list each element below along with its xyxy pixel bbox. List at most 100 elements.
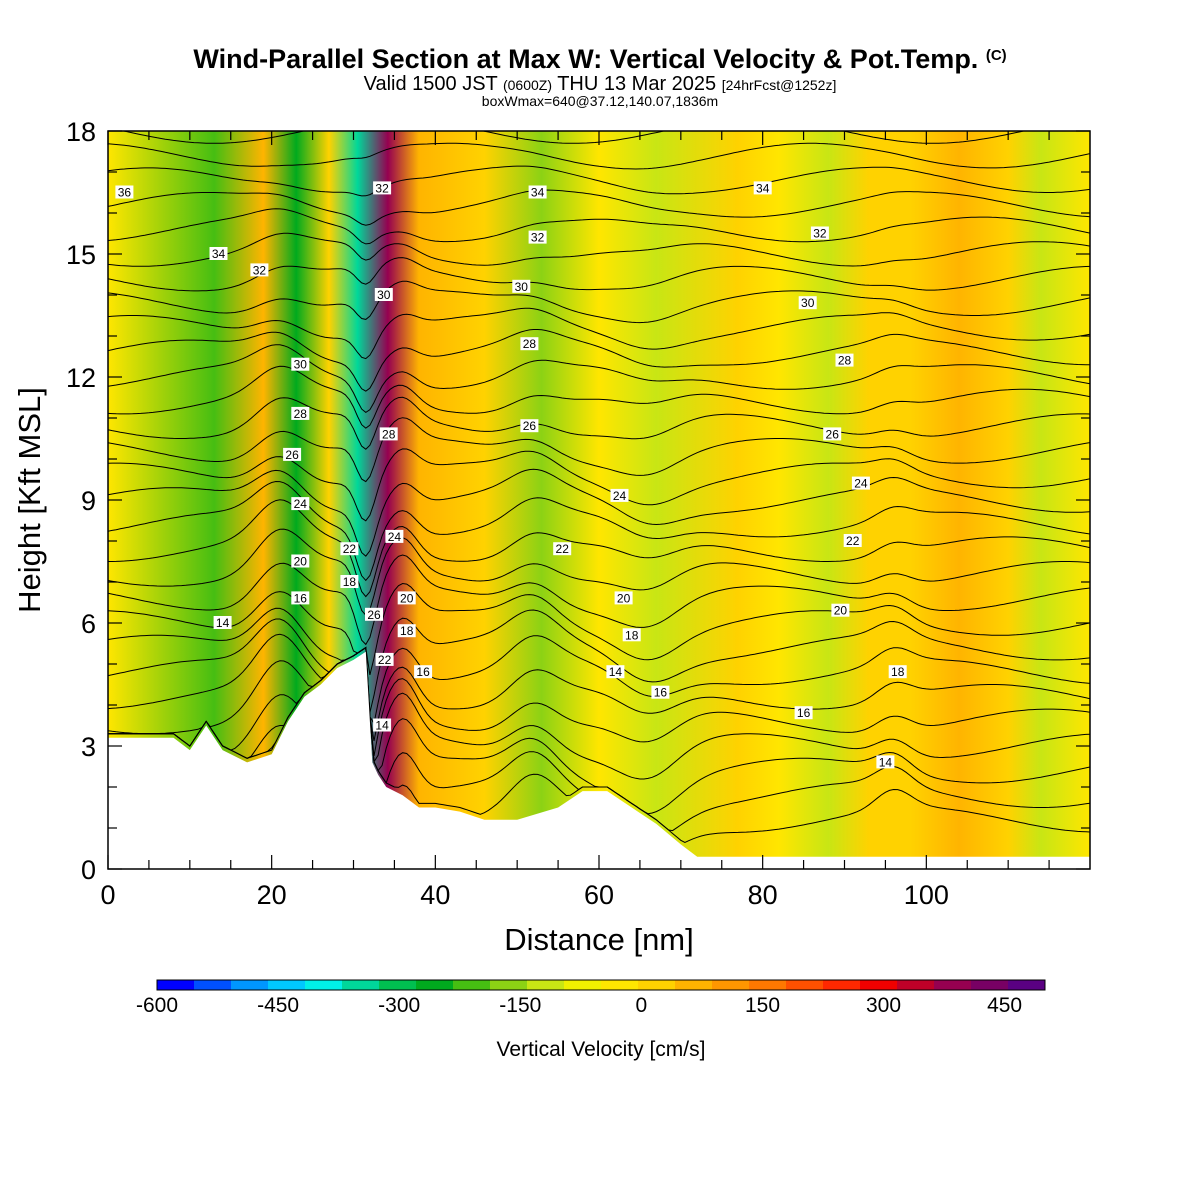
theta-contour-line — [108, 646, 1090, 815]
theta-label-box — [291, 497, 310, 511]
theta-label-text: 28 — [523, 337, 537, 351]
colorbar-tick-label: 300 — [866, 994, 901, 1017]
theta-label-text: 34 — [756, 181, 770, 195]
theta-label: 14 — [213, 616, 232, 630]
colorbar-swatch — [601, 980, 639, 990]
theta-label-box — [340, 575, 359, 588]
theta-label-text: 26 — [367, 608, 381, 622]
colorbar-tick-label: 450 — [987, 994, 1022, 1017]
theta-label: 14 — [373, 718, 392, 733]
theta-label: 16 — [651, 685, 670, 700]
theta-label-box — [209, 247, 228, 260]
theta-label-box — [614, 591, 633, 605]
theta-label-box — [888, 665, 907, 679]
theta-label: 34 — [528, 185, 547, 200]
theta-contour-line — [108, 208, 1090, 245]
theta-label: 28 — [379, 427, 398, 441]
theta-label-text: 36 — [118, 186, 132, 200]
theta-label-text: 22 — [378, 653, 392, 667]
theta-label: 18 — [397, 624, 416, 638]
colorbar-swatch — [194, 980, 232, 990]
theta-label-box — [283, 447, 302, 461]
theta-label-text: 26 — [523, 419, 537, 433]
theta-label: 20 — [831, 603, 850, 618]
theta-contour-line — [108, 344, 1090, 414]
theta-label-text: 24 — [613, 489, 627, 503]
theta-label-text: 24 — [294, 497, 308, 511]
theta-label-box — [553, 542, 572, 556]
colorbar-swatch — [897, 980, 935, 990]
theta-label-box — [291, 591, 310, 605]
colorbar-swatch — [564, 980, 602, 990]
colorbar-swatch — [268, 980, 306, 990]
theta-label-box — [213, 616, 232, 629]
x-tick-label: 80 — [748, 880, 778, 910]
theta-label-text: 18 — [625, 628, 639, 642]
chart-title-main: Wind-Parallel Section at Max W: Vertical… — [193, 44, 979, 74]
theta-label-text: 18 — [343, 575, 357, 589]
theta-label-box — [798, 296, 817, 310]
y-tick-label: 18 — [66, 117, 96, 147]
theta-label-box — [373, 718, 392, 732]
theta-label: 26 — [283, 447, 302, 462]
theta-label: 34 — [753, 181, 772, 195]
theta-contour-line — [108, 396, 1090, 450]
colorbar-swatch — [379, 980, 417, 990]
theta-label-box — [610, 488, 629, 502]
y-tick-label: 6 — [81, 609, 96, 639]
colorbar-swatch — [675, 980, 713, 990]
theta-label-text: 20 — [617, 591, 631, 605]
plot-area: 36 34 32 32 30 30 28 28 26 24 24 22 20 18 16 14 26 20 18 16… — [108, 131, 1090, 869]
colorbar-swatch — [527, 980, 565, 990]
theta-label-box — [651, 685, 670, 699]
theta-label: 32 — [810, 226, 829, 241]
theta-label-box — [794, 706, 813, 720]
theta-label-text: 16 — [294, 591, 308, 605]
theta-label-text: 22 — [846, 534, 860, 548]
x-tick-label: 40 — [420, 880, 450, 910]
colorbar-title: Vertical Velocity [cm/s] — [497, 1038, 706, 1061]
colorbar-swatch — [823, 980, 861, 990]
theta-label-text: 14 — [216, 616, 230, 630]
theta-label-text: 14 — [609, 665, 623, 679]
theta-label: 20 — [397, 591, 416, 605]
colorbar-swatch — [342, 980, 380, 990]
theta-label-text: 20 — [400, 591, 414, 605]
theta-label: 34 — [209, 247, 228, 261]
theta-label-text: 32 — [253, 263, 267, 277]
colorbar-swatch — [934, 980, 972, 990]
theta-label: 28 — [291, 406, 310, 421]
theta-label-box — [835, 353, 854, 367]
theta-label: 30 — [512, 279, 531, 294]
chart-subtitle: Valid 1500 JST (0600Z) THU 13 Mar 2025 [… — [0, 73, 1200, 96]
theta-label-text: 24 — [388, 530, 402, 544]
theta-label-box — [365, 607, 383, 621]
theta-label-box — [606, 665, 625, 679]
theta-label: 14 — [606, 665, 625, 679]
theta-label-text: 24 — [854, 477, 868, 491]
theta-label: 18 — [340, 575, 359, 589]
theta-label-text: 20 — [834, 604, 848, 618]
x-tick-label: 0 — [100, 880, 115, 910]
theta-label: 36 — [115, 185, 134, 200]
x-tick-label: 20 — [257, 880, 287, 910]
theta-label: 16 — [414, 665, 433, 679]
theta-contour-line — [108, 280, 1090, 324]
theta-label-text: 28 — [838, 354, 852, 368]
theta-label-box — [810, 226, 829, 240]
box-wmax-info: boxWmax=640@37.12,140.07,1836m — [481, 93, 719, 109]
theta-label: 26 — [365, 607, 383, 622]
theta-label-text: 32 — [375, 181, 389, 195]
colorbar-tick-label: -600 — [136, 994, 178, 1017]
theta-contour-line — [108, 499, 1090, 598]
theta-label-box — [414, 665, 433, 679]
colorbar-swatch — [786, 980, 824, 990]
theta-label-box — [291, 554, 310, 568]
theta-label: 22 — [340, 542, 359, 556]
x-axis-title: Distance [nm] — [504, 922, 694, 957]
theta-label-text: 16 — [654, 686, 668, 700]
theta-label-text: 18 — [400, 624, 414, 638]
theta-label-text: 16 — [416, 665, 430, 679]
valid-utc: (0600Z) — [502, 77, 553, 93]
